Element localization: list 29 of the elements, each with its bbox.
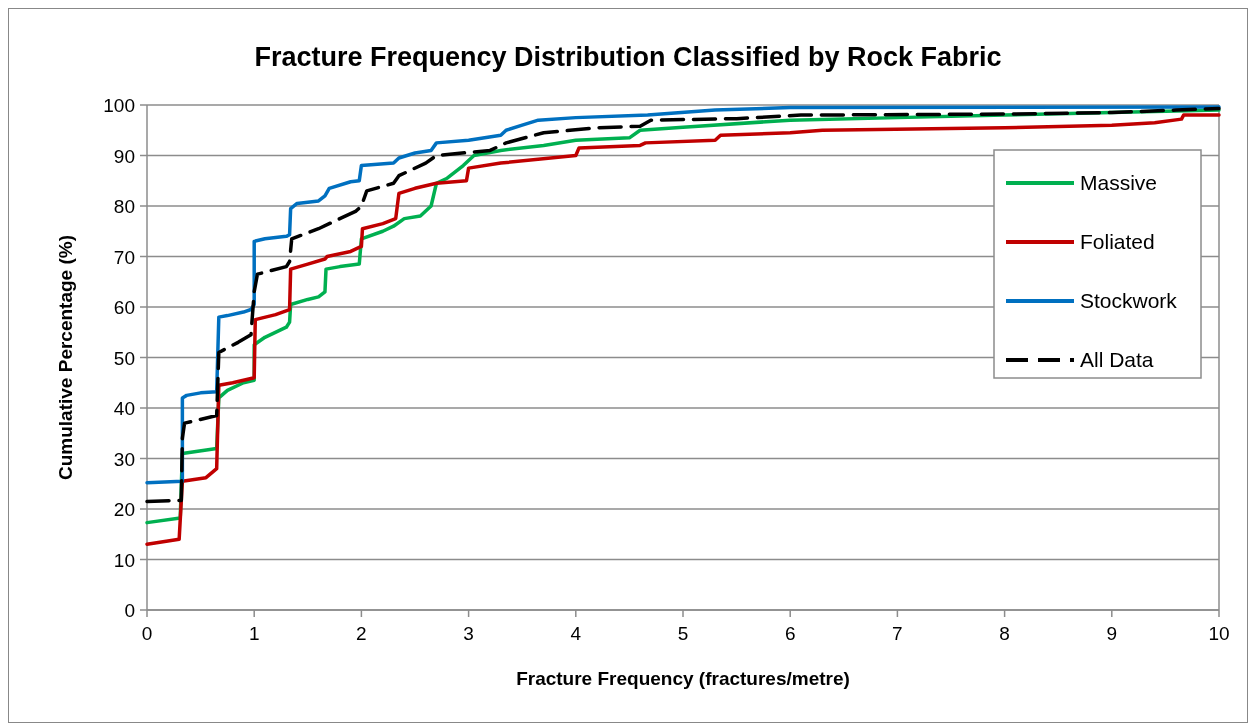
legend-label: Stockwork — [1080, 289, 1178, 312]
y-tick-label: 60 — [113, 297, 135, 318]
legend-label: All Data — [1080, 348, 1154, 371]
legend-label: Foliated — [1080, 230, 1155, 253]
y-tick-label: 50 — [113, 347, 135, 369]
y-tick-label: 40 — [113, 398, 135, 419]
y-tick-label: 10 — [113, 549, 135, 571]
y-tick-label: 80 — [113, 196, 135, 217]
legend-label: Massive — [1080, 171, 1158, 194]
y-tick-label: 0 — [124, 600, 135, 621]
y-tick-label: 30 — [113, 448, 135, 470]
x-tick-label: 10 — [1208, 623, 1230, 644]
x-tick-label: 6 — [784, 623, 796, 644]
x-tick-label: 7 — [892, 623, 903, 644]
y-tick-label: 100 — [103, 95, 135, 116]
x-tick-label: 3 — [463, 623, 474, 644]
x-axis-title: Fracture Frequency (fractures/metre) — [516, 668, 850, 689]
y-axis-title: Cumulative Percentage (%) — [55, 235, 76, 480]
x-tick-label: 1 — [248, 623, 260, 644]
chart-title: Fracture Frequency Distribution Classified by Rock Fabric — [254, 42, 1002, 72]
y-tick-label: 90 — [113, 145, 135, 167]
x-tick-label: 9 — [1106, 623, 1118, 644]
x-tick-label: 5 — [677, 623, 689, 644]
x-tick-label: 0 — [141, 623, 153, 644]
x-tick-label: 8 — [999, 623, 1010, 644]
x-tick-label: 4 — [570, 623, 582, 644]
y-tick-label: 20 — [113, 499, 135, 520]
x-tick-label: 2 — [356, 623, 367, 644]
y-tick-label: 70 — [113, 246, 135, 268]
